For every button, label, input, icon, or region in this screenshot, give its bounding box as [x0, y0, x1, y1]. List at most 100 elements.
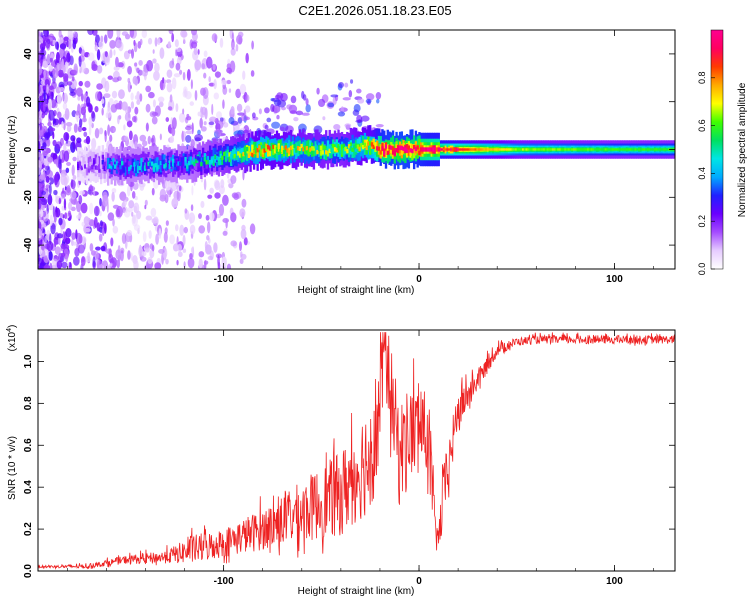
- spectrogram-ridge-cell: [425, 147, 428, 152]
- spectrogram-speckle: [178, 112, 186, 123]
- spectrogram-speckle: [157, 37, 161, 46]
- spectrogram-ridge-cell: [77, 163, 80, 169]
- spectrogram-ridge-cell: [516, 148, 520, 151]
- spectrogram-ridge-cell: [101, 160, 105, 165]
- spectrogram-ridge-cell: [201, 157, 205, 166]
- spectrogram-speckle: [218, 203, 225, 216]
- spectrogram-speckle: [213, 79, 217, 90]
- spectrogram-ridge-cell: [212, 156, 215, 161]
- spectrogram-speckle: [226, 67, 233, 74]
- spectrogram-speckle: [50, 222, 56, 235]
- spectrogram-ridge-cell: [492, 148, 495, 151]
- spectrogram-ridge-cell: [143, 165, 147, 170]
- spectrogram-speckle: [109, 258, 115, 264]
- spectrogram-speckle: [53, 118, 59, 126]
- spectrogram-speckle: [63, 36, 69, 41]
- spectrogram-ridge-cell: [288, 150, 291, 155]
- spectrogram-ridge-cell: [288, 139, 291, 155]
- spectrogram-ridge-cell: [138, 165, 141, 171]
- spectrogram-ridge-cell: [632, 148, 636, 151]
- spectrogram-speckle: [48, 250, 53, 261]
- spectrogram-ridge-cell: [84, 164, 87, 169]
- spectrogram-ridge-cell: [339, 150, 342, 155]
- spectrogram-ridge-cell: [390, 145, 393, 150]
- spectrogram-speckle: [166, 69, 173, 79]
- spectrogram-speckle: [39, 122, 42, 131]
- spectrogram-ridge-cell: [472, 148, 476, 151]
- spectrogram-ridge-cell: [272, 146, 275, 155]
- spectrogram-ridge-cell: [548, 148, 551, 151]
- spectrogram-speckle: [176, 259, 179, 266]
- spectrogram-ridge-cell: [110, 161, 113, 166]
- spectrogram-speckle: [116, 30, 121, 38]
- spectrogram-ridge-cell: [124, 162, 127, 167]
- spectrogram-ridge-cell: [365, 139, 368, 148]
- spectrogram-ridge-cell: [381, 146, 384, 151]
- spectrogram-speckle: [241, 198, 247, 208]
- spectrogram-ridge-cell: [126, 165, 129, 170]
- colorbar-label: Normalized spectral amplitude: [737, 82, 748, 217]
- spectrogram-speckle: [96, 83, 103, 90]
- spectrogram-speckle: [130, 252, 133, 261]
- spectrogram-ridge-cell: [576, 148, 579, 151]
- spectrogram-ridge-cell: [631, 148, 634, 151]
- spectrogram-speckle: [118, 89, 125, 100]
- spectrogram-blob: [258, 108, 262, 115]
- spectrogram-speckle: [222, 194, 229, 206]
- spectrogram-speckle: [145, 85, 152, 93]
- spectrogram-ridge-cell: [520, 148, 523, 151]
- spectrogram-speckle: [54, 240, 57, 248]
- spectrogram-speckle: [171, 197, 179, 209]
- spectrogram-ridge-cell: [321, 150, 324, 155]
- spectrogram-speckle: [94, 44, 98, 52]
- spectrogram-ridge-cell: [108, 164, 112, 169]
- spectrogram-ridge-cell: [326, 146, 330, 151]
- spectrogram-speckle: [141, 30, 148, 39]
- spectrogram-speckle: [165, 258, 169, 265]
- spectrogram-ridge-cell: [149, 162, 152, 168]
- spectrogram-y-tick-label: 20: [23, 96, 34, 108]
- spectrogram-ridge-cell: [564, 148, 567, 151]
- spectrogram-speckle: [65, 122, 73, 127]
- spectrogram-speckle: [162, 77, 165, 84]
- spectrogram-speckle: [46, 84, 49, 94]
- spectrogram-ridge-cell: [653, 148, 657, 151]
- spectrogram-ridge-cell: [309, 147, 312, 152]
- spectrogram-speckle: [71, 76, 75, 82]
- spectrogram-ridge-cell: [360, 143, 363, 148]
- spectrogram-ridge-cell: [391, 146, 395, 151]
- spectrogram-ridge-cell: [379, 150, 382, 155]
- spectrogram-speckle: [133, 39, 136, 47]
- spectrogram-speckle: [103, 93, 111, 99]
- snr-y-ticks: 0.0 0.2 0.4 0.6 0.8 1.0: [23, 354, 675, 578]
- spectrogram-speckle: [114, 102, 122, 110]
- spectrogram-ridge-cell: [595, 148, 599, 151]
- spectrogram-speckle: [250, 70, 255, 77]
- spectrogram-speckle: [124, 112, 131, 122]
- spectrogram-speckle: [110, 237, 114, 247]
- spectrogram-ridge-cell: [444, 148, 447, 151]
- spectrogram-speckle: [177, 251, 183, 258]
- spectrogram-ridge-cell: [342, 147, 345, 156]
- spectrogram-speckle: [198, 225, 206, 234]
- spectrogram-speckle: [221, 256, 227, 268]
- spectrogram-speckle: [99, 197, 102, 207]
- spectrogram-speckle: [62, 92, 68, 104]
- spectrogram-ridge-cell: [78, 161, 82, 166]
- spectrogram-ridge-cell: [224, 157, 228, 162]
- spectrogram-ridge-cell: [372, 138, 375, 147]
- spectrogram-ridge-cell: [240, 153, 243, 158]
- spectrogram-speckle: [96, 260, 103, 269]
- spectrogram-blob: [322, 116, 326, 121]
- spectrogram-speckle: [94, 105, 99, 113]
- spectrogram-ridge-cell: [156, 165, 159, 170]
- spectrogram-ridge-cell: [312, 147, 316, 157]
- spectrogram-speckle: [139, 38, 143, 46]
- spectrogram-speckle: [60, 242, 66, 249]
- spectrogram-ridge-cell: [302, 141, 305, 151]
- spectrogram-ridge-cell: [416, 145, 419, 150]
- spectrogram-speckle: [42, 142, 47, 150]
- spectrogram-speckle: [38, 30, 41, 38]
- spectrogram-speckle: [214, 71, 221, 78]
- spectrogram-ridge-cell: [369, 140, 372, 155]
